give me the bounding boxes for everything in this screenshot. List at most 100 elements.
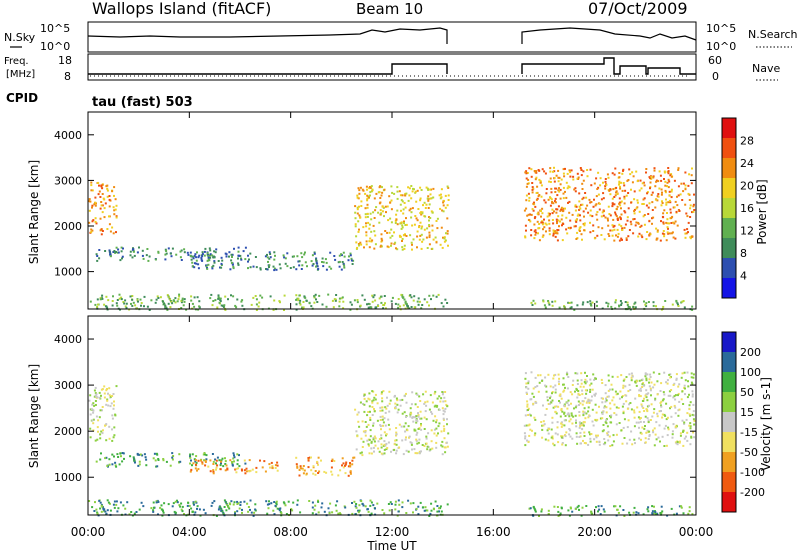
scatter-cell [384,205,387,208]
scatter-cell [194,253,197,256]
scatter-cell [163,303,166,305]
scatter-cell [691,167,693,170]
scatter-cell [199,459,202,462]
scatter-cell [368,223,371,226]
scatter-cell [678,505,681,508]
scatter-cell [443,446,446,449]
scatter-cell [592,373,595,376]
scatter-cell [594,403,597,406]
scatter-cell [557,176,560,179]
scatter-cell [88,221,91,224]
scatter-cell [177,298,180,301]
scatter-cell [428,216,430,219]
scatter-cell [446,445,449,448]
scatter-cell [421,240,424,243]
scatter-cell [544,438,547,441]
y-tick-label: 2000 [54,425,82,438]
scatter-cell [359,216,362,219]
scatter-cell [401,194,404,197]
scatter-cell [404,224,407,226]
scatter-cell [615,190,618,193]
scatter-cell [553,170,556,173]
scatter-cell [604,400,607,403]
scatter-cell [337,474,340,477]
scatter-cell [413,428,416,431]
scatter-cell [645,389,648,392]
scatter-cell [190,459,192,462]
scatter-cell [376,502,379,505]
scatter-cell [105,403,108,406]
scatter-cell [406,304,409,307]
noise-panel [87,21,697,53]
scatter-cell [444,391,447,393]
scatter-cell [607,395,610,398]
scatter-cell [356,301,359,304]
scatter-cell [654,206,657,209]
scatter-cell [611,399,614,402]
scatter-cell [639,226,642,228]
scatter-cell [338,300,341,303]
scatter-cell [583,407,586,410]
scatter-cell [264,255,267,258]
scatter-cell [653,408,656,411]
scatter-cell [639,420,642,423]
scatter-cell [604,187,607,190]
scatter-cell [238,507,241,510]
scatter-cell [325,261,328,264]
scatter-cell [439,207,442,210]
scatter-cell [321,303,324,306]
scatter-cell [638,426,640,429]
scatter-cell [410,197,413,200]
scatter-cell [556,421,559,424]
scatter-cell [568,302,571,304]
scatter-cell [162,459,165,462]
scatter-cell [91,403,94,406]
scatter-cell [370,440,373,443]
scatter-cell [648,378,651,381]
scatter-cell [668,222,671,225]
scatter-cell [403,411,406,414]
scatter-cell [683,306,686,309]
scatter-cell [273,501,276,503]
scatter-cell [91,506,94,509]
scatter-cell [630,376,633,379]
scatter-cell [604,441,607,444]
scatter-cell [530,168,533,171]
scatter-cell [368,186,371,188]
scatter-cell [551,435,554,438]
scatter-cell [214,251,217,254]
scatter-cell [594,377,597,380]
scatter-cell [647,421,650,424]
scatter-cell [658,372,661,375]
date-title: 07/Oct/2009 [588,0,688,18]
scatter-cell [551,201,554,203]
scatter-cell [387,503,390,505]
scatter-cell [321,261,323,263]
scatter-cell [678,383,681,386]
scatter-cell [365,225,368,228]
scatter-cell [552,231,555,234]
scatter-cell [379,185,382,188]
scatter-cell [673,179,676,182]
scatter-cell [334,258,337,261]
scatter-cell [533,201,535,204]
scatter-cell [689,443,692,446]
scatter-cell [195,259,198,262]
scatter-cell [339,513,342,516]
scatter-cell [658,424,661,427]
scatter-cell [560,507,563,510]
scatter-cell [557,373,560,376]
scatter-cell [357,411,360,414]
scatter-cell [255,471,258,474]
scatter-cell [108,223,111,226]
scatter-cell [245,467,248,470]
scatter-cell [91,419,94,422]
scatter-cell [369,419,372,421]
scatter-cell [530,301,533,304]
scatter-cell [383,440,386,443]
scatter-cell [395,434,397,437]
scatter-cell [636,201,639,204]
scatter-cell [98,396,101,399]
scatter-cell [100,388,103,391]
scatter-cell [384,411,387,414]
